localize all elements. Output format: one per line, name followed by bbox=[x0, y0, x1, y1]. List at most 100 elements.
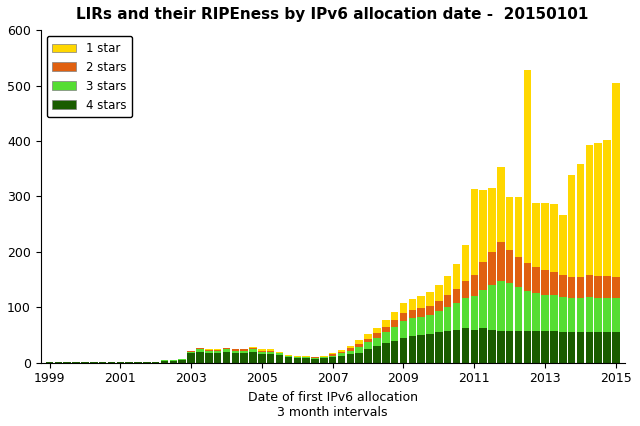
Bar bbox=[435, 301, 443, 311]
Bar bbox=[426, 314, 434, 334]
Bar bbox=[241, 353, 248, 363]
Bar bbox=[408, 318, 416, 336]
Bar bbox=[391, 320, 398, 327]
Bar bbox=[488, 329, 496, 363]
Bar bbox=[188, 351, 195, 352]
Bar bbox=[479, 328, 487, 363]
Bar bbox=[373, 346, 381, 363]
Bar bbox=[604, 276, 611, 298]
Bar bbox=[595, 276, 602, 299]
Bar bbox=[205, 353, 212, 363]
Bar bbox=[604, 298, 611, 332]
Bar bbox=[338, 353, 346, 356]
Bar bbox=[595, 299, 602, 332]
Bar bbox=[435, 285, 443, 301]
Bar bbox=[506, 250, 513, 283]
Bar bbox=[541, 331, 549, 363]
Bar bbox=[329, 353, 337, 354]
Bar bbox=[294, 358, 301, 363]
Bar bbox=[338, 356, 346, 363]
Bar bbox=[550, 204, 557, 272]
Bar bbox=[461, 328, 469, 363]
Bar bbox=[267, 352, 275, 354]
Bar bbox=[461, 298, 469, 328]
Bar bbox=[515, 288, 522, 331]
Bar bbox=[559, 215, 566, 275]
Bar bbox=[232, 349, 239, 351]
Bar bbox=[214, 349, 221, 350]
Bar bbox=[355, 347, 363, 353]
Bar bbox=[294, 356, 301, 357]
Bar bbox=[604, 140, 611, 276]
Bar bbox=[320, 357, 328, 358]
Bar bbox=[338, 352, 346, 353]
Bar bbox=[188, 353, 195, 363]
Bar bbox=[232, 353, 239, 363]
Bar bbox=[63, 362, 71, 363]
Bar bbox=[444, 295, 451, 307]
Bar bbox=[258, 354, 266, 363]
Bar bbox=[550, 272, 557, 295]
Bar bbox=[532, 294, 540, 331]
Bar bbox=[382, 343, 390, 363]
Bar bbox=[550, 295, 557, 331]
Bar bbox=[250, 348, 257, 349]
Bar bbox=[435, 311, 443, 332]
Bar bbox=[320, 356, 328, 357]
Bar bbox=[417, 335, 425, 363]
Bar bbox=[373, 334, 381, 338]
Bar bbox=[444, 331, 451, 363]
Bar bbox=[577, 277, 584, 299]
Bar bbox=[524, 70, 531, 263]
Bar bbox=[612, 277, 620, 298]
Bar bbox=[408, 299, 416, 310]
Bar bbox=[355, 340, 363, 345]
Bar bbox=[329, 356, 337, 357]
Bar bbox=[391, 312, 398, 320]
Bar bbox=[347, 348, 354, 351]
Bar bbox=[532, 331, 540, 363]
Bar bbox=[72, 362, 80, 363]
Bar bbox=[497, 167, 504, 242]
Bar bbox=[90, 362, 97, 363]
Bar bbox=[568, 299, 575, 332]
Bar bbox=[258, 349, 266, 351]
Bar bbox=[497, 281, 504, 331]
Bar bbox=[426, 306, 434, 314]
Bar bbox=[382, 332, 390, 343]
Bar bbox=[586, 145, 593, 275]
Bar bbox=[515, 331, 522, 363]
Bar bbox=[453, 289, 460, 303]
Bar bbox=[541, 270, 549, 295]
Bar bbox=[453, 264, 460, 289]
Bar bbox=[311, 357, 319, 358]
Bar bbox=[196, 348, 204, 349]
Bar bbox=[205, 351, 212, 353]
Bar bbox=[408, 336, 416, 363]
Bar bbox=[550, 331, 557, 363]
Bar bbox=[408, 310, 416, 318]
Bar bbox=[250, 349, 257, 352]
Bar bbox=[506, 283, 513, 331]
Bar bbox=[400, 303, 407, 314]
Bar bbox=[541, 295, 549, 331]
Bar bbox=[497, 242, 504, 281]
Bar bbox=[391, 327, 398, 341]
Bar bbox=[311, 358, 319, 359]
Bar bbox=[461, 281, 469, 298]
Bar bbox=[302, 358, 310, 363]
Bar bbox=[488, 285, 496, 329]
Bar bbox=[400, 338, 407, 363]
Title: LIRs and their RIPEness by IPv6 allocation date -  20150101: LIRs and their RIPEness by IPv6 allocati… bbox=[77, 7, 589, 22]
Bar bbox=[382, 327, 390, 332]
Bar bbox=[595, 143, 602, 276]
Bar bbox=[612, 298, 620, 332]
Bar bbox=[276, 355, 284, 363]
Bar bbox=[568, 332, 575, 363]
Bar bbox=[355, 353, 363, 363]
Bar bbox=[470, 296, 478, 329]
Bar bbox=[391, 341, 398, 363]
Bar bbox=[532, 203, 540, 267]
Bar bbox=[267, 351, 275, 352]
Bar bbox=[338, 350, 346, 352]
